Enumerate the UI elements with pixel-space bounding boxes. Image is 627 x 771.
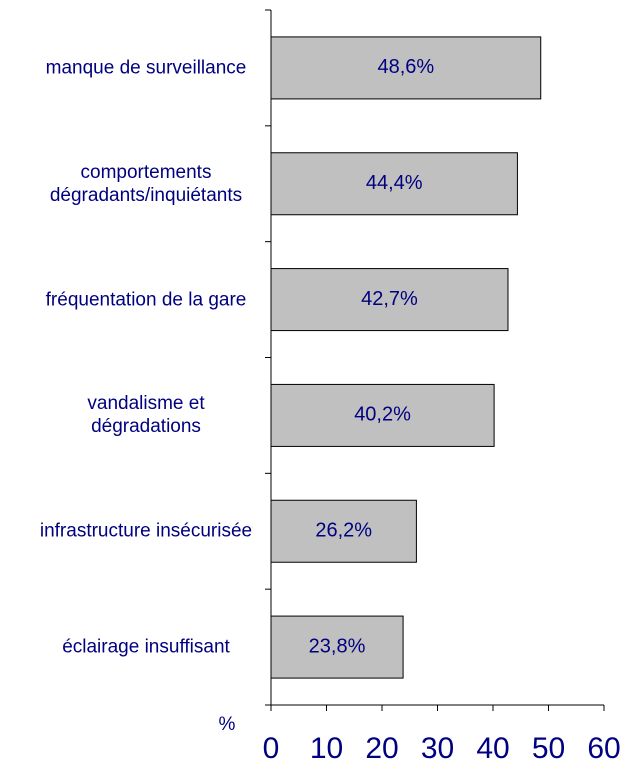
bar (270, 268, 509, 332)
value-label: 40,2% (354, 404, 411, 426)
bar (270, 615, 404, 679)
x-tick-label: 50 (532, 732, 565, 765)
bar (270, 152, 518, 216)
category-label: comportements dégradants/inquiétants (49, 161, 243, 206)
bar (270, 383, 495, 447)
value-label: 48,6% (378, 56, 435, 78)
category-label: vandalisme et dégradations (87, 393, 205, 438)
x-tick-label: 0 (263, 732, 280, 765)
x-tick-label: 60 (587, 732, 620, 765)
category-label: infrastructure insécurisée (39, 520, 253, 542)
category-label: éclairage insuffisant (62, 636, 230, 658)
bar (270, 499, 417, 563)
x-tick-label: 30 (421, 732, 454, 765)
category-label: manque de surveillance (45, 57, 247, 79)
value-label: 44,4% (366, 172, 423, 194)
x-tick-label: 40 (476, 732, 509, 765)
x-axis-label: % (219, 714, 236, 735)
x-tick-label: 10 (310, 732, 343, 765)
x-tick-label: 20 (365, 732, 398, 765)
value-label: 42,7% (361, 288, 418, 310)
value-label: 26,2% (315, 520, 372, 542)
value-label: 23,8% (309, 635, 366, 657)
bar (270, 36, 542, 100)
category-label: fréquentation de la gare (45, 289, 247, 311)
